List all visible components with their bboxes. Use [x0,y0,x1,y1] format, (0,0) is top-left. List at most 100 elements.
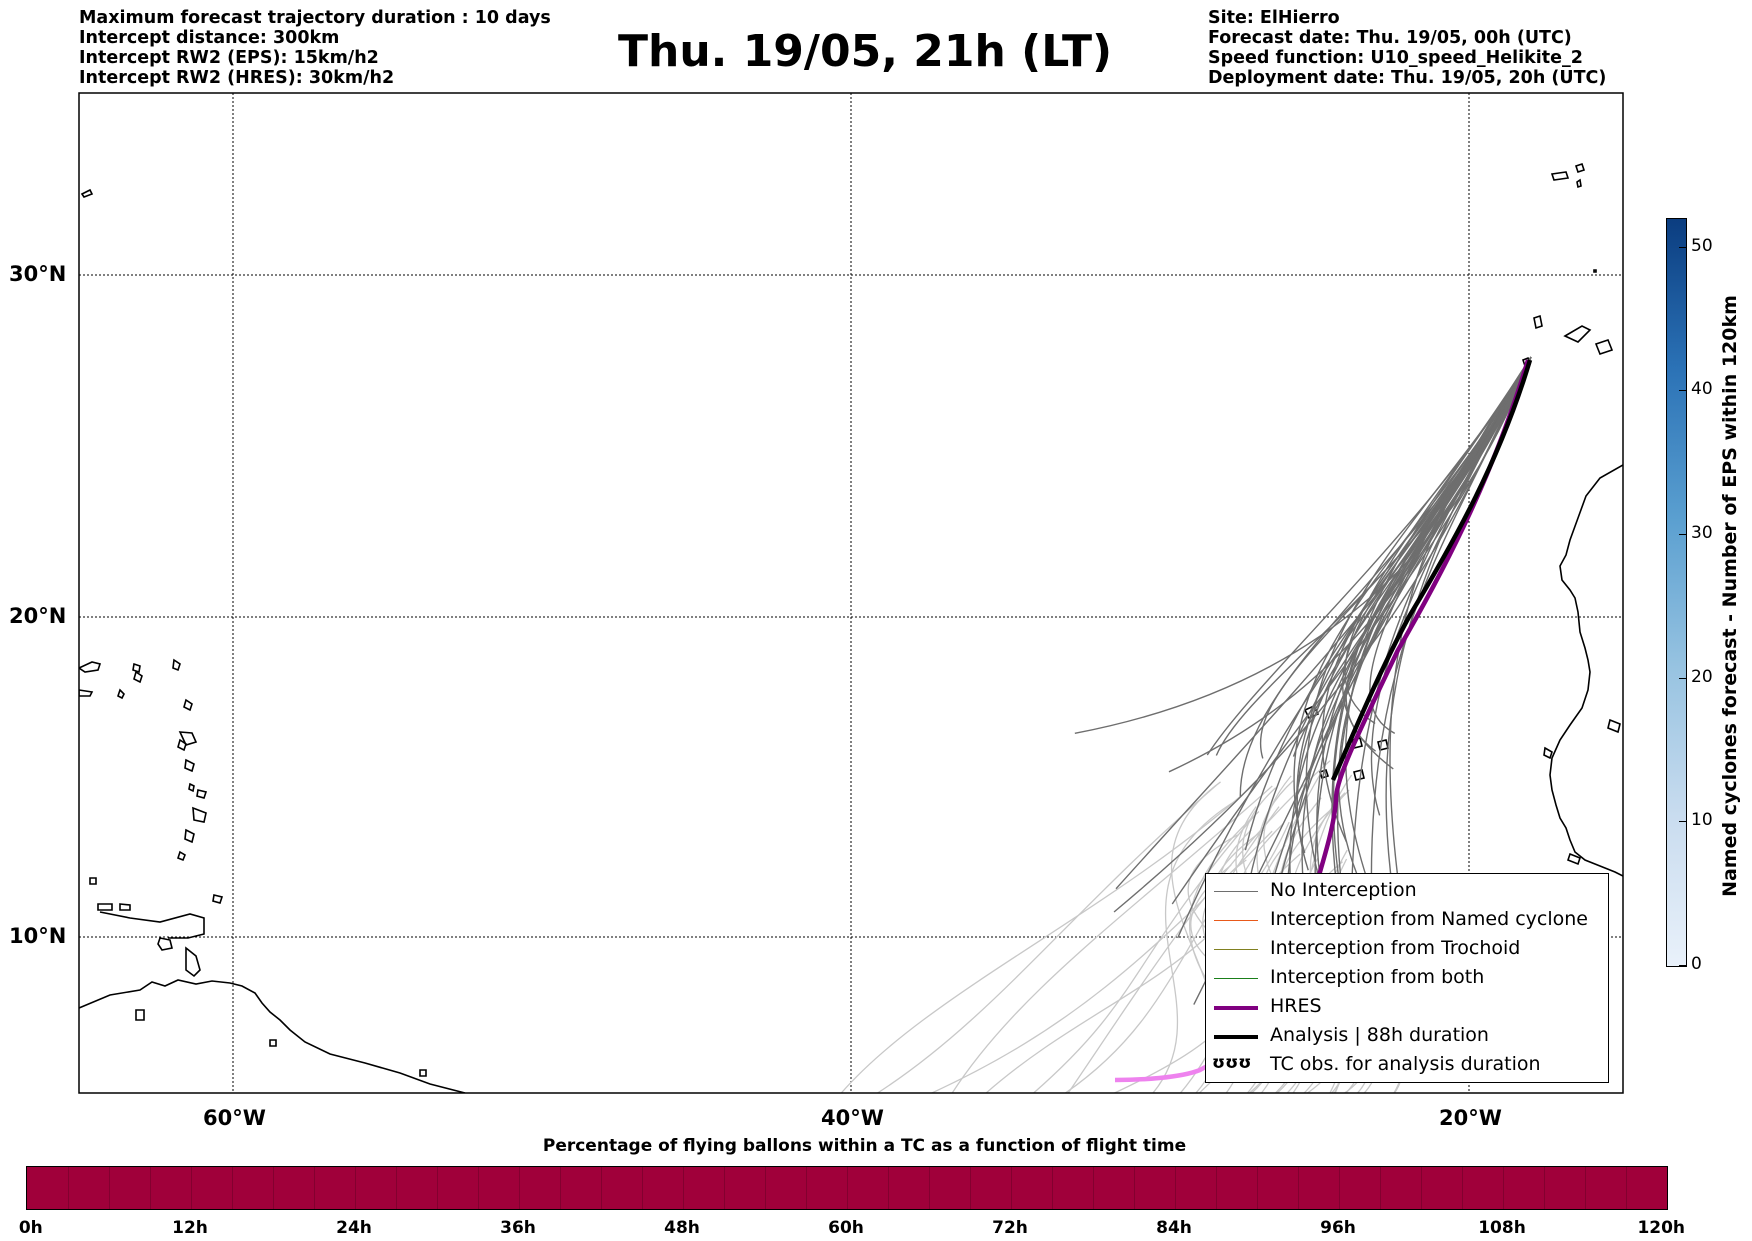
header-line: Deployment date: Thu. 19/05, 20h (UTC) [1208,68,1607,88]
legend-label: Interception from Named cyclone [1270,908,1588,930]
percentage-bar-segment-line [970,1167,971,1209]
percentage-bar-tick-label: 96h [1320,1218,1356,1238]
island-leeward-2 [183,698,193,712]
coastlines [79,162,1623,1093]
island-cape-verde-4 [1353,769,1365,781]
trajectory-eps [1244,356,1532,901]
lon-label-40w: 40°W [821,1106,884,1130]
colorbar-tick-label: 10 [1691,810,1713,831]
island-small-1 [79,689,94,697]
legend-item-tc-obs: ʊʊʊ TC obs. for analysis duration [1206,1052,1608,1081]
percentage-bar-segment-line [1052,1167,1053,1209]
percentage-bar-segment-line [560,1167,561,1209]
legend-item-both: Interception from both [1206,965,1608,994]
legend-swatch [1214,891,1258,892]
colorbar-tick-mark [1679,246,1686,248]
island-bonaire [89,877,97,885]
percentage-bar-segment-line [1380,1167,1381,1209]
coast-trinidad [157,937,173,951]
legend-item-named-cyclone: Interception from Named cyclone [1206,907,1608,936]
island-virgin [132,662,141,674]
trajectory-eps [1239,356,1532,797]
island-canary-1 [1533,314,1543,330]
coast-africa-cape-verde-area [1543,746,1553,760]
legend-label: Interception from both [1270,966,1485,988]
percentage-bar-tick-label: 72h [992,1218,1028,1238]
lat-label-20n: 20°N [9,604,67,628]
island-aruba [97,903,113,911]
trajectory-eps [1193,356,1532,1005]
island-guadeloupe [178,731,198,746]
island-lesser-antilles-2 [196,789,208,799]
lat-label-30n: 30°N [9,262,67,286]
coast-south-america [79,979,466,1093]
percentage-bar-segment-line [601,1167,602,1209]
percentage-bar-segment-line [191,1167,192,1209]
percentage-bar-segment-line [1011,1167,1012,1209]
island-lesser-antilles-1 [192,806,207,823]
island-small-3 [80,188,94,198]
legend-label: TC obs. for analysis duration [1270,1053,1541,1075]
header-line: Speed function: U10_speed_Helikite_2 [1208,48,1583,68]
legend-swatch [1214,949,1258,950]
percentage-bar-segment-line [150,1167,151,1209]
percentage-bar-segment-line [1175,1167,1176,1209]
legend-swatch [1214,920,1258,921]
colorbar-tick-label: 40 [1691,379,1713,400]
island-leeward-1 [172,658,181,672]
island-madeira [1550,171,1570,181]
percentage-bar-segment-line [109,1167,110,1209]
percentage-bar-segment-line [1626,1167,1627,1209]
percentage-bar-tick-label: 0h [18,1218,43,1238]
colorbar-tick-label: 20 [1691,666,1713,687]
island-madeira-2 [1574,162,1586,174]
trajectory-eps [1215,356,1532,756]
header-line: Intercept RW2 (EPS): 15km/h2 [79,48,379,68]
header-line: Intercept distance: 300km [79,28,340,48]
trajectory-late-eps [951,785,1273,1093]
island-puerto-rico [79,661,102,673]
island-canary-2 [1563,325,1592,343]
percentage-bar-segment-line [273,1167,274,1209]
island-caribbean-extra [419,1069,427,1077]
island-lesser-antilles-3 [184,758,195,773]
percentage-bar-segment-line [888,1167,889,1209]
trajectory-eps [1344,356,1532,725]
percentage-bar-tick-label: 60h [828,1218,864,1238]
header-line: Maximum forecast trajectory duration : 1… [79,8,551,28]
trajectory-late-eps [1067,760,1331,1093]
trajectory-late-eps [1151,799,1238,1093]
percentage-bar-segment-line [1503,1167,1504,1209]
legend-label: Interception from Trochoid [1270,937,1521,959]
percentage-bar-segment-line [929,1167,930,1209]
trajectory-eps [1331,356,1532,993]
legend-swatch [1214,1006,1258,1010]
percentage-bar-segment-line [724,1167,725,1209]
percentage-bar-title: Percentage of flying ballons within a TC… [542,1136,1187,1156]
island-lesser-antilles-4 [177,738,187,752]
coast-africa [1549,464,1623,877]
legend-swatch [1214,1035,1258,1039]
legend-item-no-interception: No Interception [1206,878,1608,907]
tc-symbol-icon: ʊʊʊ [1212,1053,1252,1073]
header-line: Forecast date: Thu. 19/05, 00h (UTC) [1208,28,1572,48]
colorbar-tick-mark [1679,821,1686,823]
percentage-bar-tick-label: 120h [1637,1218,1686,1238]
percentage-bar-segment-line [1544,1167,1545,1209]
header-info-left: Maximum forecast trajectory duration : 1… [79,8,551,88]
island-martinique [184,828,195,844]
island-small-2 [117,688,125,700]
legend-swatch [1214,978,1258,979]
trajectory-late-eps [840,782,1256,1093]
lat-label-10n: 10°N [9,924,67,948]
island-leeward-3 [133,670,143,684]
colorbar-tick-mark [1679,965,1686,966]
colorbar-tick-mark [1679,390,1686,392]
legend-label: No Interception [1270,879,1417,901]
percentage-bar-tick-label: 12h [172,1218,208,1238]
percentage-bar-segment-line [437,1167,438,1209]
island-margarita [269,1039,277,1047]
colorbar-tick-label: 0 [1691,954,1702,974]
percentage-bar-tick-label: 36h [500,1218,536,1238]
